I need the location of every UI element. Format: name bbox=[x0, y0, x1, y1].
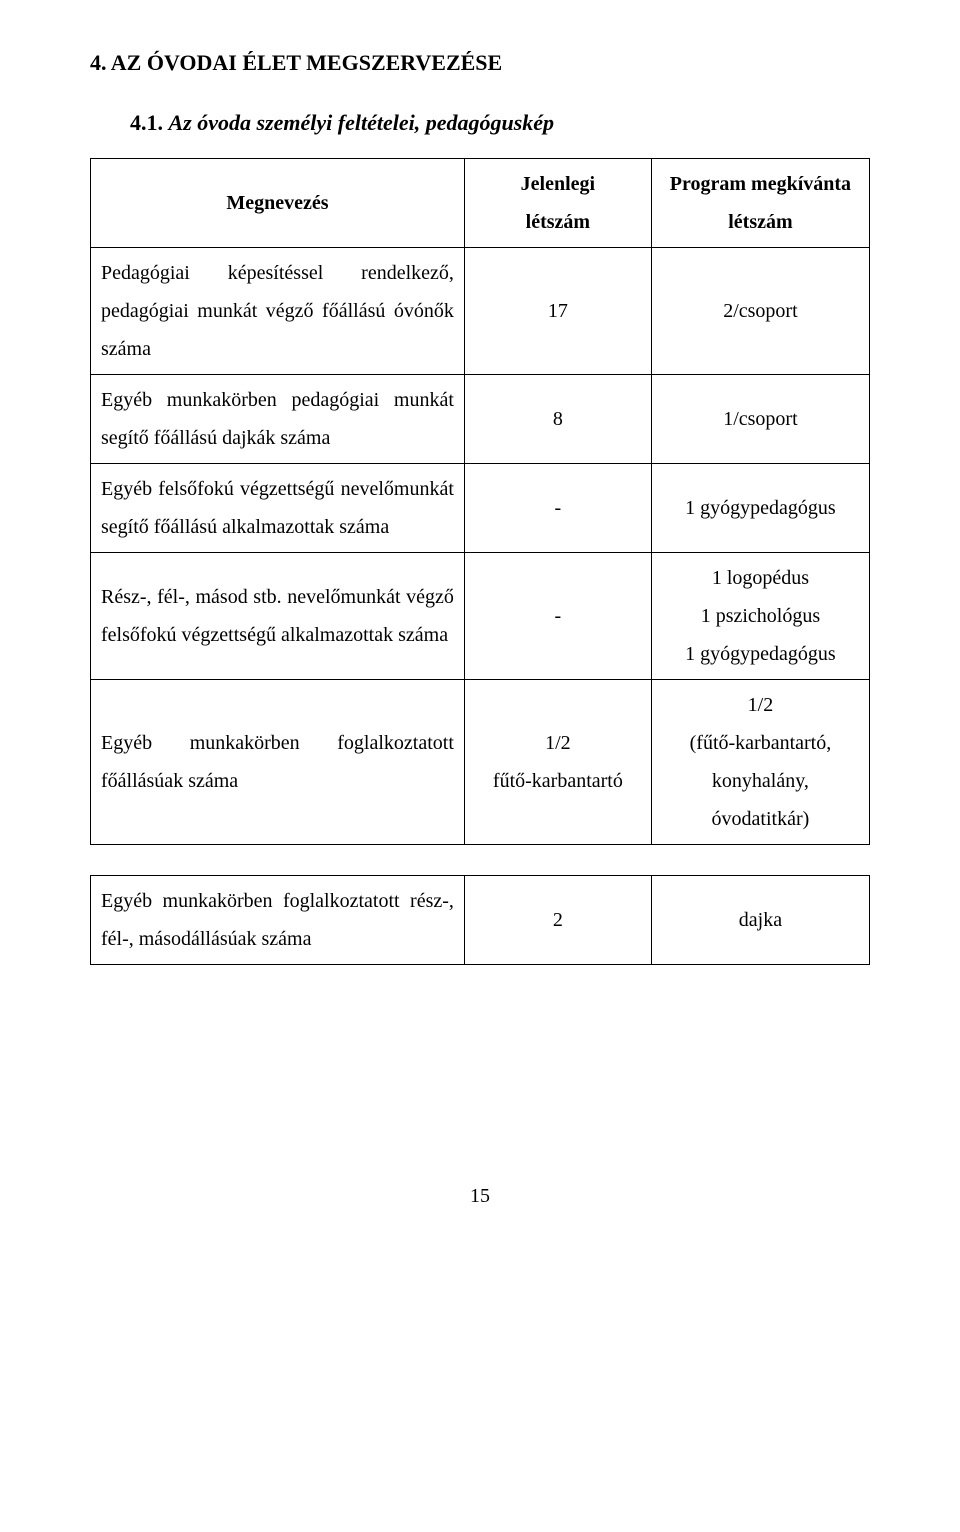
table-spacer bbox=[90, 845, 870, 875]
table-row: Pedagógiai képesítéssel rendelkező, peda… bbox=[91, 248, 870, 375]
section-heading: 4. AZ ÓVODAI ÉLET MEGSZERVEZÉSE bbox=[90, 50, 870, 76]
subsection-title: Az óvoda személyi feltételei, pedagógusk… bbox=[169, 110, 555, 135]
cell-current: 17 bbox=[464, 248, 651, 375]
cell-name: Egyéb munkakörben foglalkoztatott főállá… bbox=[91, 680, 465, 845]
staff-table-second: Egyéb munkakörben foglalkoztatott rész-,… bbox=[90, 875, 870, 965]
cell-required: 1 gyógypedagógus bbox=[651, 464, 869, 553]
table-row: Egyéb munkakörben pedagógiai munkát segí… bbox=[91, 375, 870, 464]
table-row: Rész-, fél-, másod stb. nevelőmunkát vég… bbox=[91, 553, 870, 680]
cell-required: 1/2 (fűtő-karbantartó, konyhalány, óvoda… bbox=[651, 680, 869, 845]
subsection-number: 4.1. bbox=[130, 110, 163, 135]
table-header-row: Megnevezés Jelenlegi létszám Program meg… bbox=[91, 159, 870, 248]
cell-current: 1/2 fűtő-karbantartó bbox=[464, 680, 651, 845]
cell-name: Egyéb felsőfokú végzettségű nevelőmunkát… bbox=[91, 464, 465, 553]
cell-current: 2 bbox=[464, 876, 651, 965]
header-name: Megnevezés bbox=[91, 159, 465, 248]
subsection-heading: 4.1. Az óvoda személyi feltételei, pedag… bbox=[90, 110, 870, 136]
table-row: Egyéb munkakörben foglalkoztatott főállá… bbox=[91, 680, 870, 845]
page-number: 15 bbox=[90, 1185, 870, 1208]
table-row: Egyéb felsőfokú végzettségű nevelőmunkát… bbox=[91, 464, 870, 553]
cell-required: dajka bbox=[651, 876, 869, 965]
cell-current: - bbox=[464, 553, 651, 680]
cell-current: 8 bbox=[464, 375, 651, 464]
cell-name: Rész-, fél-, másod stb. nevelőmunkát vég… bbox=[91, 553, 465, 680]
header-current: Jelenlegi létszám bbox=[464, 159, 651, 248]
cell-required: 2/csoport bbox=[651, 248, 869, 375]
cell-name: Egyéb munkakörben pedagógiai munkát segí… bbox=[91, 375, 465, 464]
cell-name: Egyéb munkakörben foglalkoztatott rész-,… bbox=[91, 876, 465, 965]
header-required: Program megkívánta létszám bbox=[651, 159, 869, 248]
staff-table-main: Megnevezés Jelenlegi létszám Program meg… bbox=[90, 158, 870, 845]
table-row: Egyéb munkakörben foglalkoztatott rész-,… bbox=[91, 876, 870, 965]
cell-name: Pedagógiai képesítéssel rendelkező, peda… bbox=[91, 248, 465, 375]
cell-required: 1 logopédus 1 pszichológus 1 gyógypedagó… bbox=[651, 553, 869, 680]
cell-current: - bbox=[464, 464, 651, 553]
cell-required: 1/csoport bbox=[651, 375, 869, 464]
